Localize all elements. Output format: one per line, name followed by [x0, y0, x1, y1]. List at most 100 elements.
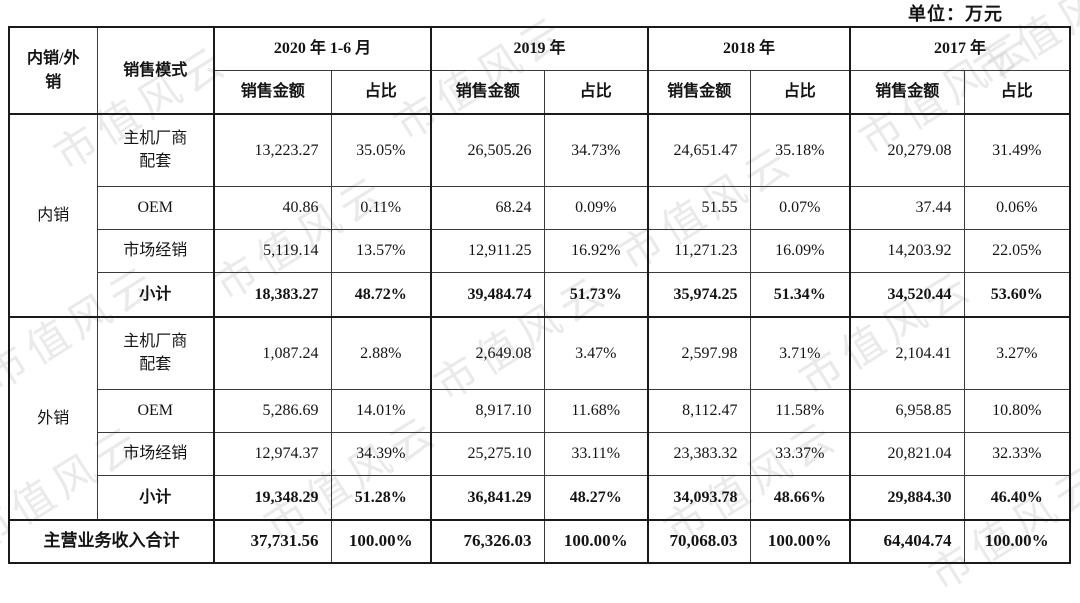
ratio-cell: 22.05% — [963, 228, 1071, 273]
ratio-header: 占比 — [330, 69, 432, 115]
amount-header: 销售金额 — [430, 69, 545, 115]
ratio-cell: 35.05% — [330, 113, 432, 187]
ratio-cell: 16.09% — [749, 228, 851, 273]
subtotal-row: 小计 18,383.27 48.72% 39,484.74 51.73% 35,… — [9, 271, 1071, 318]
group-cell-domestic: 内销 — [8, 113, 98, 318]
amount-cell: 20,279.08 — [849, 113, 965, 187]
amount-cell: 34,520.44 — [849, 271, 965, 318]
amount-cell: 40.86 — [213, 185, 332, 230]
ratio-cell: 100.00% — [330, 519, 432, 564]
amount-cell: 68.24 — [430, 185, 545, 230]
amount-cell: 12,974.37 — [213, 431, 332, 476]
sales-table: 内销/外销 销售模式 2020 年 1-6 月 2019 年 2018 年 20… — [8, 26, 1072, 564]
column-header-channel: 内销/外销 — [8, 26, 98, 115]
amount-cell: 37,731.56 — [213, 519, 332, 564]
ratio-cell: 48.66% — [749, 474, 851, 521]
period-header-2020h1: 2020 年 1-6 月 — [213, 26, 432, 71]
ratio-cell: 33.37% — [749, 431, 851, 476]
period-header-2018: 2018 年 — [647, 26, 851, 71]
amount-cell: 76,326.03 — [430, 519, 545, 564]
amount-cell: 1,087.24 — [213, 316, 332, 390]
amount-cell: 25,275.10 — [430, 431, 545, 476]
amount-header: 销售金额 — [213, 69, 332, 115]
ratio-cell: 2.88% — [330, 316, 432, 390]
table-row: OEM 5,286.69 14.01% 8,917.10 11.68% 8,11… — [9, 388, 1071, 433]
subtotal-label: 小计 — [96, 474, 215, 521]
ratio-cell: 53.60% — [963, 271, 1071, 318]
ratio-cell: 3.47% — [543, 316, 649, 390]
amount-cell: 34,093.78 — [647, 474, 751, 521]
table-row: OEM 40.86 0.11% 68.24 0.09% 51.55 0.07% … — [9, 185, 1071, 230]
ratio-cell: 35.18% — [749, 113, 851, 187]
amount-cell: 11,271.23 — [647, 228, 751, 273]
ratio-cell: 3.71% — [749, 316, 851, 390]
amount-cell: 24,651.47 — [647, 113, 751, 187]
amount-cell: 64,404.74 — [849, 519, 965, 564]
amount-cell: 19,348.29 — [213, 474, 332, 521]
amount-cell: 26,505.26 — [430, 113, 545, 187]
ratio-cell: 31.49% — [963, 113, 1071, 187]
table-row: 内销 主机厂商配套 13,223.27 35.05% 26,505.26 34.… — [8, 113, 1071, 318]
ratio-cell: 34.39% — [330, 431, 432, 476]
amount-cell: 5,119.14 — [213, 228, 332, 273]
ratio-header: 占比 — [749, 69, 851, 115]
mode-cell: 市场经销 — [96, 228, 215, 273]
amount-cell: 2,649.08 — [430, 316, 545, 390]
amount-cell: 8,112.47 — [647, 388, 751, 433]
amount-cell: 5,286.69 — [213, 388, 332, 433]
ratio-cell: 11.68% — [543, 388, 649, 433]
ratio-cell: 100.00% — [963, 519, 1071, 564]
amount-cell: 12,911.25 — [430, 228, 545, 273]
amount-cell: 20,821.04 — [849, 431, 965, 476]
table-row: 市场经销 12,974.37 34.39% 25,275.10 33.11% 2… — [9, 431, 1071, 476]
ratio-cell: 0.06% — [963, 185, 1071, 230]
ratio-cell: 46.40% — [963, 474, 1071, 521]
period-header-2019: 2019 年 — [429, 26, 649, 71]
ratio-header: 占比 — [543, 69, 649, 115]
amount-cell: 37.44 — [849, 185, 965, 230]
ratio-cell: 14.01% — [330, 388, 432, 433]
ratio-cell: 100.00% — [543, 519, 649, 564]
amount-header: 销售金额 — [647, 69, 751, 115]
unit-label: 单位：万元 — [908, 4, 1003, 24]
ratio-cell: 51.34% — [749, 271, 851, 318]
ratio-cell: 34.73% — [543, 113, 649, 187]
amount-cell: 13,223.27 — [213, 113, 332, 187]
ratio-cell: 0.09% — [543, 185, 649, 230]
ratio-cell: 51.28% — [330, 474, 432, 521]
sales-table-container: 内销/外销 销售模式 2020 年 1-6 月 2019 年 2018 年 20… — [8, 26, 1072, 564]
ratio-cell: 10.80% — [963, 388, 1071, 433]
ratio-header: 占比 — [963, 69, 1071, 115]
ratio-cell: 3.27% — [963, 316, 1071, 390]
table-row: 市场经销 5,119.14 13.57% 12,911.25 16.92% 11… — [9, 228, 1071, 273]
amount-cell: 23,383.32 — [647, 431, 751, 476]
ratio-cell: 48.27% — [543, 474, 649, 521]
ratio-cell: 13.57% — [330, 228, 432, 273]
mode-cell: 主机厂商配套 — [96, 113, 215, 187]
period-header-2017: 2017 年 — [849, 26, 1071, 71]
mode-cell: 市场经销 — [96, 431, 215, 476]
amount-cell: 51.55 — [647, 185, 751, 230]
ratio-cell: 48.72% — [330, 271, 432, 318]
mode-cell: 主机厂商配套 — [96, 316, 215, 390]
amount-cell: 18,383.27 — [213, 271, 332, 318]
total-label: 主营业务收入合计 — [8, 519, 215, 564]
amount-cell: 70,068.03 — [647, 519, 751, 564]
amount-cell: 39,484.74 — [430, 271, 545, 318]
column-header-sales-mode: 销售模式 — [96, 26, 215, 115]
amount-cell: 35,974.25 — [647, 271, 751, 318]
subtotal-label: 小计 — [96, 271, 215, 318]
amount-cell: 29,884.30 — [849, 474, 965, 521]
ratio-cell: 32.33% — [963, 431, 1071, 476]
amount-cell: 36,841.29 — [430, 474, 545, 521]
amount-cell: 8,917.10 — [430, 388, 545, 433]
amount-cell: 14,203.92 — [849, 228, 965, 273]
mode-cell: OEM — [96, 185, 215, 230]
ratio-cell: 33.11% — [543, 431, 649, 476]
table-row: 外销 主机厂商配套 1,087.24 2.88% 2,649.08 3.47% … — [8, 316, 1071, 521]
ratio-cell: 0.07% — [749, 185, 851, 230]
ratio-cell: 0.11% — [330, 185, 432, 230]
ratio-cell: 16.92% — [543, 228, 649, 273]
subtotal-row: 小计 19,348.29 51.28% 36,841.29 48.27% 34,… — [9, 474, 1071, 521]
amount-cell: 2,104.41 — [849, 316, 965, 390]
